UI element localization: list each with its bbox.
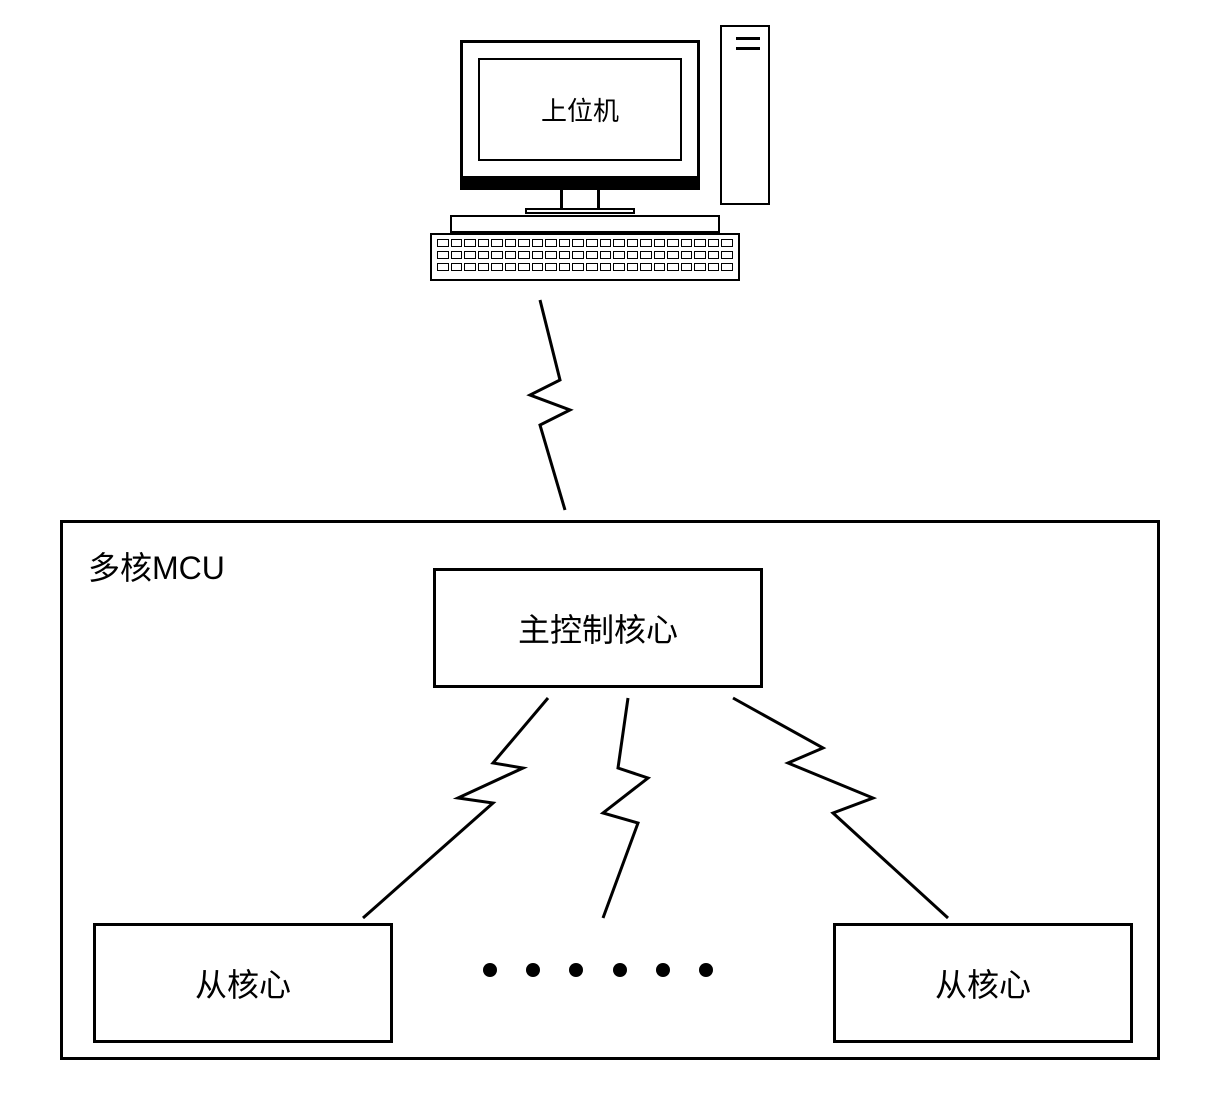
ellipsis-dots: [483, 963, 713, 977]
dot: [656, 963, 670, 977]
slave-core-box: 从核心: [93, 923, 393, 1043]
signal-path-right: [733, 698, 948, 918]
signal-path-mid: [603, 698, 648, 918]
signal-path-left: [363, 698, 548, 918]
slave-core-label: 从核心: [195, 960, 291, 1006]
mcu-container: 多核MCU 主控制核心 从核心 从核心: [60, 520, 1160, 1060]
dot: [699, 963, 713, 977]
diagram-root: 上位机 多核MCU 主控制核心 从核心: [0, 0, 1223, 1095]
dot: [613, 963, 627, 977]
slave-core-label: 从核心: [935, 960, 1031, 1006]
dot: [526, 963, 540, 977]
dot: [483, 963, 497, 977]
dot: [569, 963, 583, 977]
signal-path: [530, 300, 570, 510]
slave-core-box: 从核心: [833, 923, 1133, 1043]
